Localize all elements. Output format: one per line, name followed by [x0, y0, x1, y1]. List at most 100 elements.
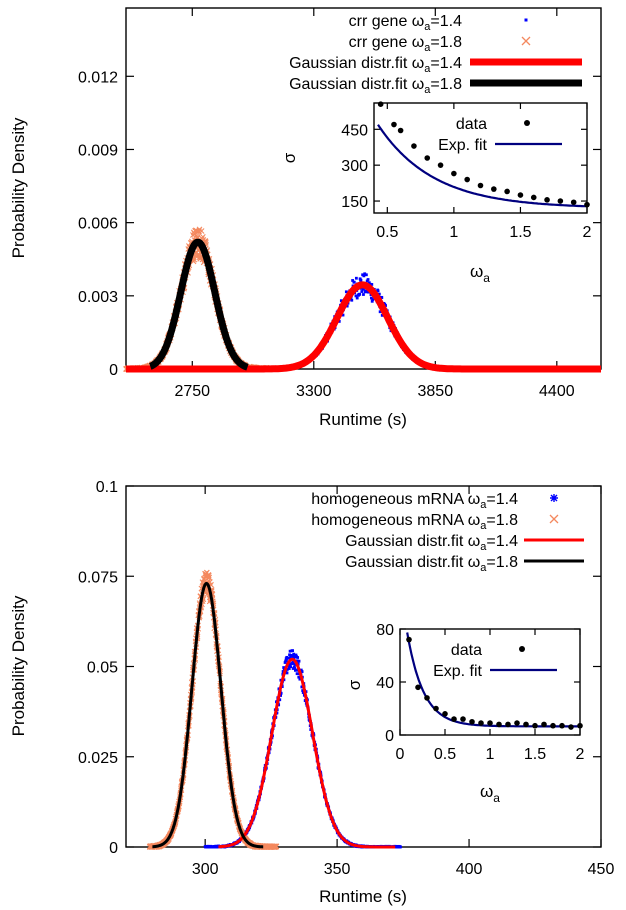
data-point: [364, 273, 368, 277]
x-tick-label: 450: [588, 861, 615, 878]
inset-y-tick-label: 0: [385, 728, 394, 745]
data-point: [371, 298, 375, 301]
data-point: [354, 294, 358, 298]
data-point: [289, 665, 293, 669]
data-point: [359, 278, 363, 282]
data-point: [283, 661, 287, 664]
data-point: [363, 272, 367, 276]
data-point: [377, 292, 381, 296]
data-point: [288, 656, 292, 660]
data-point: [300, 670, 304, 674]
data-point: [369, 296, 373, 300]
inset-y-tick-label: 450: [341, 122, 368, 139]
data-point: [355, 296, 359, 300]
inset-data-point: [451, 716, 457, 722]
inset-data-point: [559, 722, 565, 729]
scatter-series-bottom: [146, 569, 402, 850]
data-point: [292, 652, 296, 656]
x-axis-label-bottom: Runtime (s): [319, 887, 407, 906]
inset-data-point: [577, 722, 583, 729]
inset-frame-bottom: [399, 628, 581, 736]
inset-data-point: [504, 188, 510, 195]
fit-line-3: [151, 582, 265, 849]
x-tick-label: 2750: [174, 383, 210, 400]
data-point: [289, 654, 293, 657]
data-point: [298, 677, 302, 681]
x-tick-label: 4400: [539, 383, 575, 400]
inset-data-point: [460, 716, 466, 722]
data-point: [370, 283, 374, 286]
inset-legend-marker: [519, 646, 525, 652]
inset-data-point: [451, 170, 457, 177]
inset-x-tick-label: 1.5: [509, 224, 531, 241]
data-point: [288, 662, 292, 666]
y-tick-label: 0.009: [78, 142, 118, 159]
data-point: [352, 280, 356, 284]
data-point: [362, 274, 366, 278]
data-point: [292, 654, 295, 658]
inset-data-point: [424, 695, 430, 701]
inset-y-tick-label: 80: [376, 622, 394, 639]
inset-data-point: [411, 143, 417, 149]
inset-x-tick-label: 1: [449, 224, 458, 241]
y-tick-label: 0.012: [78, 69, 118, 86]
data-point: [194, 233, 201, 240]
inset-data-point: [406, 636, 412, 643]
data-point: [378, 310, 382, 314]
inset-y-tick-label: 300: [341, 158, 368, 175]
fit-lines-bottom: [151, 582, 397, 849]
axis-ticks-top: 0 0.003 0.006 0.009 0.012 2750 3300 3850 4400: [78, 8, 601, 400]
data-point: [367, 290, 370, 294]
inset-y-label-bottom: σ: [345, 679, 364, 690]
legend-label: homogeneous mRNA ωa=1.4: [311, 491, 518, 511]
data-point: [285, 655, 289, 659]
legend-label: Gaussian distr.fit ωa=1.4: [345, 533, 518, 553]
fit-line-2: [217, 657, 397, 849]
data-point: [279, 694, 282, 697]
inset-content-top: 150 300 450 0.5 1 1.5 2 data Exp. fit: [341, 101, 592, 241]
y-tick-label: 0.003: [78, 289, 118, 306]
data-point: [294, 668, 298, 672]
plot-frame-top: [125, 7, 602, 370]
data-point: [285, 659, 288, 662]
data-point: [360, 290, 364, 293]
y-tick-label: 0.075: [78, 569, 118, 586]
inset-data-point: [517, 192, 524, 198]
data-point: [288, 649, 292, 653]
y-axis-label-top: Probability Density: [9, 117, 28, 258]
data-point: [376, 289, 380, 293]
data-point: [291, 660, 295, 664]
inset-data-point: [530, 194, 537, 201]
data-point: [295, 672, 299, 676]
inset-data-point: [397, 127, 404, 134]
inset-x-tick-label: 0.5: [434, 746, 456, 763]
data-point: [293, 663, 297, 666]
data-point: [278, 698, 282, 702]
inset-data-point: [377, 101, 384, 107]
data-point: [341, 313, 345, 317]
inset-data-point: [433, 705, 439, 712]
inset-data-point: [496, 721, 502, 728]
inset-fit-line: [377, 124, 588, 208]
inset-data-point: [523, 721, 529, 728]
inset-data-point: [532, 722, 538, 729]
data-point: [205, 572, 212, 579]
inset-data-point: [487, 720, 493, 726]
inset-legend-marker: [524, 120, 530, 126]
data-point: [362, 293, 365, 296]
inset-data-point: [477, 182, 484, 189]
inset-x-tick-label: 2: [583, 224, 592, 241]
data-point: [299, 668, 303, 672]
inset-x-tick-label: 1: [486, 746, 495, 763]
y-tick-label: 0.006: [78, 216, 118, 233]
data-point: [285, 668, 289, 671]
data-point: [273, 843, 280, 850]
data-point: [297, 659, 301, 663]
data-point: [206, 574, 213, 581]
data-point: [194, 228, 200, 234]
data-point: [296, 656, 300, 659]
inset-top: 150 300 450 0.5 1 1.5 2 data Exp. fit σ ωa: [280, 101, 592, 285]
x-tick-label: 350: [324, 861, 351, 878]
